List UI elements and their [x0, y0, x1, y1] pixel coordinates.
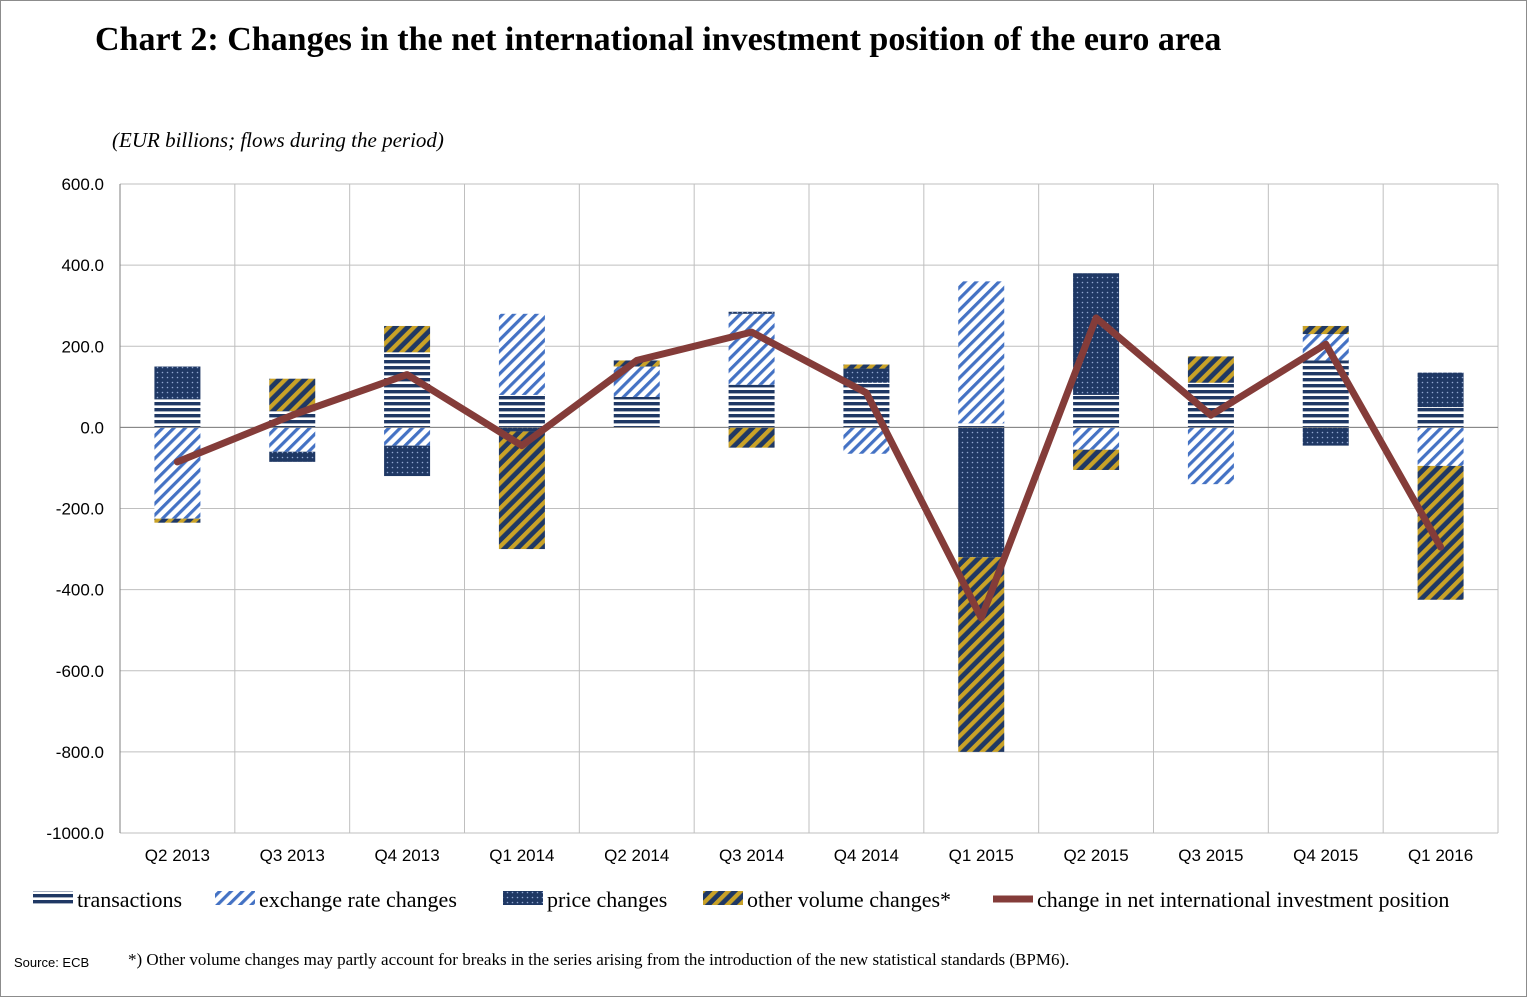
- bar-segment: [613, 396, 660, 428]
- y-tick-label: -600.0: [56, 662, 104, 681]
- y-tick-label: -800.0: [56, 743, 104, 762]
- bar-segment: [384, 352, 431, 428]
- bar-segment: [269, 451, 316, 462]
- bar-segment: [958, 427, 1005, 558]
- legend-label: transactions: [77, 887, 182, 912]
- x-tick-label: Q2 2014: [604, 846, 669, 865]
- axis-layer: 600.0 400.0 200.0 0.0 -200.0 -400.0 -600.0 -800…: [46, 175, 1473, 865]
- bar-segment: [269, 378, 316, 412]
- source-note: Source: ECB: [14, 955, 90, 970]
- x-tick-label: Q1 2015: [949, 846, 1014, 865]
- y-tick-label: -400.0: [56, 581, 104, 600]
- y-tick-label: 200.0: [61, 337, 104, 356]
- bar-segment: [843, 364, 890, 369]
- legend-label: other volume changes*: [747, 887, 951, 912]
- legend-swatch-price: [503, 891, 543, 905]
- x-tick-label: Q2 2013: [145, 846, 210, 865]
- bar-segment: [1417, 407, 1464, 428]
- bar-segment: [728, 313, 775, 385]
- y-tick-label: 400.0: [61, 256, 104, 275]
- x-tick-label: Q3 2013: [260, 846, 325, 865]
- bar-segment: [1187, 427, 1234, 485]
- bar-segment: [728, 311, 775, 314]
- bar-segment: [1417, 372, 1464, 408]
- bar-segment: [384, 427, 431, 446]
- x-tick-label: Q2 2015: [1063, 846, 1128, 865]
- legend-swatch-transactions: [33, 891, 73, 905]
- bar-segment: [1417, 465, 1464, 600]
- bar-segment: [1073, 394, 1120, 428]
- legend-label: exchange rate changes: [259, 887, 457, 912]
- bar-segment: [384, 325, 431, 353]
- bar-segment: [269, 427, 316, 452]
- bar-segment: [154, 518, 201, 523]
- legend-label: change in net international investment p…: [1037, 887, 1449, 912]
- chart-subtitle: (EUR billions; flows during the period): [112, 128, 444, 152]
- legend: transactions exchange rate changes price c…: [33, 887, 1449, 912]
- x-tick-label: Q1 2016: [1408, 846, 1473, 865]
- legend-label: price changes: [547, 887, 667, 912]
- legend-swatch-exchange-rate: [215, 891, 255, 905]
- y-tick-label: -1000.0: [46, 824, 104, 843]
- bar-segment: [728, 427, 775, 448]
- bar-layer: [120, 273, 1498, 752]
- bar-segment: [958, 281, 1005, 424]
- x-tick-label: Q1 2014: [489, 846, 554, 865]
- bar-segment: [498, 394, 545, 428]
- bar-segment: [154, 398, 201, 428]
- y-tick-label: 0.0: [80, 418, 104, 437]
- bar-segment: [1187, 356, 1234, 383]
- bar-segment: [498, 431, 545, 550]
- x-tick-label: Q4 2013: [374, 846, 439, 865]
- x-tick-label: Q3 2014: [719, 846, 784, 865]
- bar-segment: [843, 427, 890, 454]
- bar-segment: [728, 384, 775, 428]
- bar-segment: [1073, 449, 1120, 470]
- x-tick-label: Q4 2015: [1293, 846, 1358, 865]
- bar-segment: [384, 445, 431, 477]
- x-tick-label: Q3 2015: [1178, 846, 1243, 865]
- bar-segment: [1302, 427, 1349, 446]
- bar-segment: [958, 423, 1005, 428]
- bar-segment: [1073, 427, 1120, 450]
- line-layer: [173, 314, 1445, 622]
- bar-segment: [843, 368, 890, 383]
- x-tick-label: Q4 2014: [834, 846, 899, 865]
- niip-line: [173, 314, 1445, 622]
- bar-segment: [498, 427, 545, 432]
- plot-grid: [119, 183, 1499, 834]
- y-tick-label: 600.0: [61, 175, 104, 194]
- footnote: *) Other volume changes may partly accou…: [128, 950, 1070, 969]
- y-tick-label: -200.0: [56, 500, 104, 519]
- bar-segment: [1302, 325, 1349, 335]
- bar-segment: [1417, 427, 1464, 466]
- bar-segment: [154, 366, 201, 399]
- bar-segment: [498, 313, 545, 395]
- chart-title: Chart 2: Changes in the net internationa…: [95, 21, 1222, 58]
- bar-segment: [154, 427, 201, 519]
- legend-swatch-other-volume: [703, 891, 743, 905]
